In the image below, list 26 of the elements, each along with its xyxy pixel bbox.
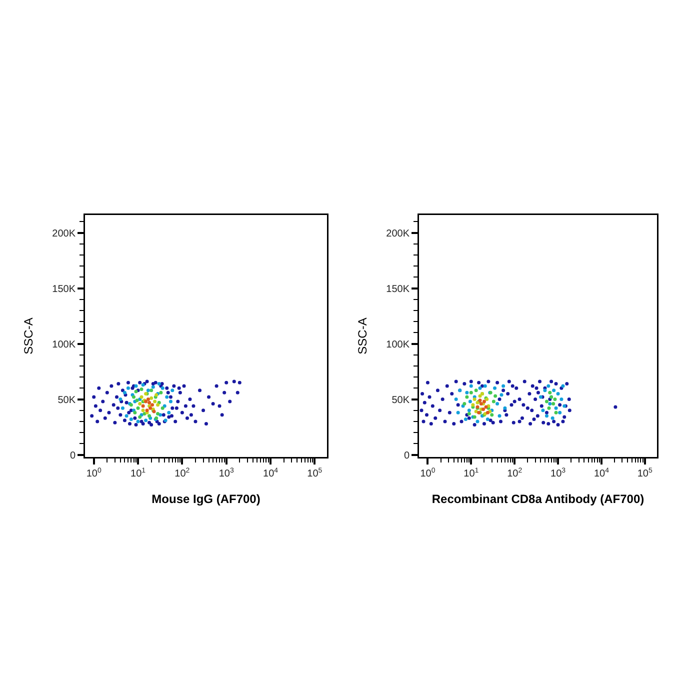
x-axis-title: Recombinant CD8a Antibody (AF700) xyxy=(432,492,644,506)
y-tick-label: 100K xyxy=(52,339,76,350)
x-tick-label: 10$^{1}$ xyxy=(130,467,146,480)
y-axis-title: SSC-A xyxy=(22,318,36,354)
x-tick-label: 10$^{4}$ xyxy=(594,467,610,480)
x-tick-label: 10$^{4}$ xyxy=(263,467,278,480)
y-tick-label: 150K xyxy=(52,284,76,295)
x-tick-label: 10$^{3}$ xyxy=(218,467,234,480)
y-tick-label: 50K xyxy=(392,394,410,406)
x-axis-title: Mouse IgG (AF700) xyxy=(152,492,260,506)
x-tick-label: 10$^{0}$ xyxy=(420,467,436,480)
x-tick-label: 10$^{5}$ xyxy=(307,467,322,480)
y-tick-label: 150K xyxy=(386,284,410,295)
x-tick-label: 10$^{1}$ xyxy=(464,467,479,480)
x-tick-label: 10$^{3}$ xyxy=(550,467,566,480)
y-tick-label: 0 xyxy=(70,450,76,462)
y-tick-label: 0 xyxy=(404,450,410,462)
y-axis-title: SSC-A xyxy=(356,318,370,354)
y-tick-label: 100K xyxy=(386,339,410,350)
y-tick-label: 50K xyxy=(58,394,76,406)
x-tick-label: 10$^{2}$ xyxy=(174,467,190,480)
y-tick-label: 200K xyxy=(386,228,410,240)
y-tick-label: 200K xyxy=(52,228,76,240)
x-tick-label: 10$^{5}$ xyxy=(637,467,652,480)
x-tick-label: 10$^{0}$ xyxy=(86,467,102,480)
x-tick-label: 10$^{2}$ xyxy=(507,467,522,480)
